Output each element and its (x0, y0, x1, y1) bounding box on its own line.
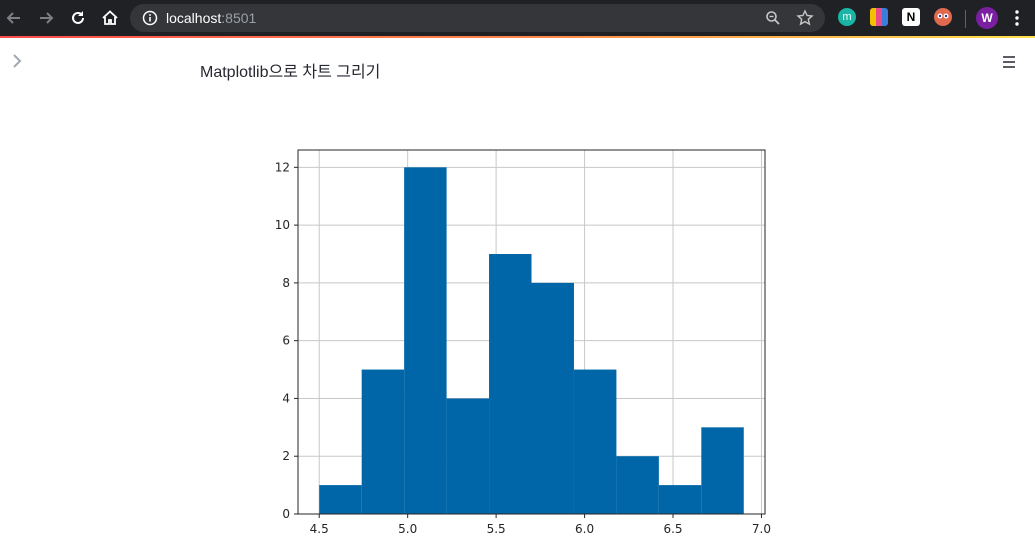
y-tick-label: 8 (282, 276, 290, 290)
x-tick-label: 6.0 (575, 522, 594, 536)
star-icon[interactable] (796, 9, 814, 27)
x-tick-label: 7.0 (752, 522, 771, 536)
app-decoration-line (0, 36, 1035, 38)
info-icon[interactable] (142, 10, 158, 26)
reload-button[interactable] (66, 6, 90, 30)
url-port: :8501 (221, 10, 257, 26)
notion-extension-icon[interactable]: N (902, 8, 920, 26)
forward-button[interactable] (34, 6, 58, 30)
url-text: localhost:8501 (166, 10, 256, 26)
x-tick-label: 5.0 (398, 522, 417, 536)
histogram-chart: 4.5 5.0 5.5 6.0 6.5 7.0 0 2 4 6 8 10 12 (275, 149, 771, 536)
page-title: Matplotlib으로 차트 그리기 (200, 64, 381, 81)
histogram-bar (489, 254, 532, 514)
arrow-left-icon (6, 12, 20, 24)
home-button[interactable] (98, 6, 122, 30)
histogram-bar (446, 398, 490, 514)
histogram-bar (361, 369, 405, 514)
mascot-face-icon (937, 13, 949, 19)
profile-avatar[interactable]: W (976, 7, 998, 29)
chart-bars (319, 167, 744, 515)
grid-extension-icon[interactable] (870, 8, 888, 26)
browser-toolbar: localhost:8501 m N W (0, 0, 1035, 36)
m-extension-icon[interactable]: m (838, 8, 856, 26)
chevron-right-icon[interactable] (8, 52, 26, 70)
url-host: localhost (166, 10, 222, 26)
x-tick-label: 4.5 (310, 522, 329, 536)
arrow-right-icon (40, 12, 54, 24)
toolbar-separator (965, 10, 966, 28)
histogram-bar (701, 427, 744, 514)
histogram-bar (573, 369, 617, 514)
histogram-bar (616, 456, 659, 514)
kebab-menu-icon[interactable] (1008, 9, 1026, 27)
hamburger-menu-icon[interactable] (1000, 53, 1018, 71)
histogram-bar (531, 282, 574, 514)
y-tick-label: 10 (275, 218, 290, 232)
histogram-bar (658, 485, 702, 514)
y-tick-label: 4 (282, 391, 290, 405)
home-icon (102, 10, 118, 25)
m-extension-label: m (842, 11, 852, 23)
notion-extension-label: N (906, 10, 916, 24)
histogram-bar (404, 167, 447, 515)
y-tick-label: 6 (282, 334, 290, 348)
histogram-bar (319, 485, 362, 514)
x-tick-label: 6.5 (663, 522, 682, 536)
y-tick-label: 0 (282, 507, 290, 521)
chart-ticks: 4.5 5.0 5.5 6.0 6.5 7.0 0 2 4 6 8 10 12 (275, 160, 771, 536)
y-tick-label: 2 (282, 449, 290, 463)
y-tick-label: 12 (275, 160, 290, 174)
address-bar[interactable]: localhost:8501 (130, 4, 825, 32)
x-tick-label: 5.5 (487, 522, 506, 536)
back-button[interactable] (2, 6, 26, 30)
reload-icon (72, 11, 84, 24)
zoom-icon[interactable] (764, 9, 782, 27)
mascot-extension-icon[interactable] (934, 8, 952, 26)
chart-frame (297, 149, 766, 515)
